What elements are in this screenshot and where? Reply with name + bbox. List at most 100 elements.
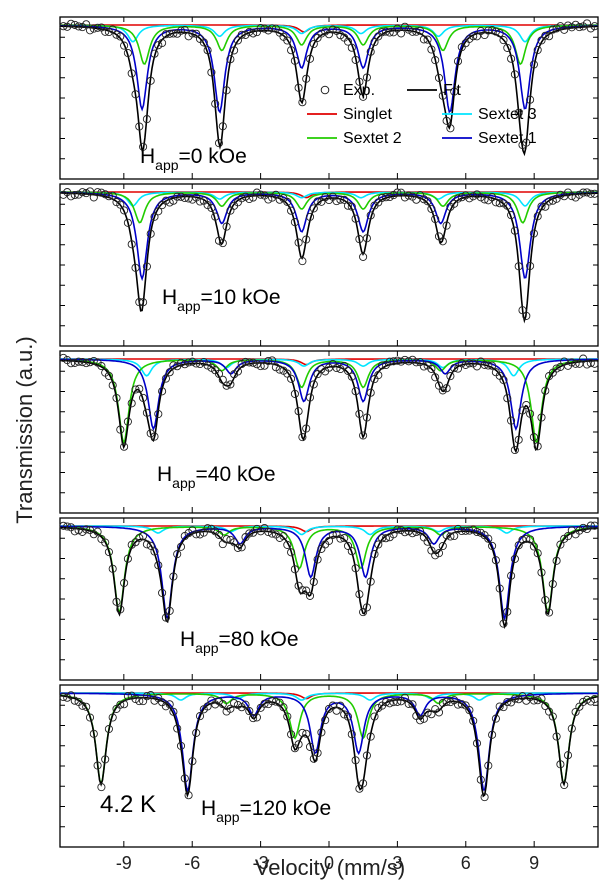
series-sextet-3-line xyxy=(59,525,598,536)
field-label-main: H xyxy=(162,286,177,309)
exp-data-point xyxy=(101,190,110,199)
exp-data-point xyxy=(480,195,489,204)
legend: Exp. Fit Singlet Sextet 3 Sextet 2 Sextet 1 xyxy=(307,82,537,147)
exp-data-point xyxy=(230,46,239,55)
exp-data-point xyxy=(195,530,205,539)
exp-data-point xyxy=(275,365,284,374)
exp-data-point xyxy=(218,239,227,248)
exp-data-point xyxy=(446,698,455,707)
exp-data-point xyxy=(222,222,231,231)
exp-data-point xyxy=(389,698,398,707)
exp-data-point xyxy=(495,702,504,711)
exp-data-point xyxy=(582,188,592,197)
exp-data-point xyxy=(499,703,508,712)
exp-data-point xyxy=(472,32,482,41)
exp-data-point xyxy=(218,700,227,709)
exp-data-point xyxy=(108,564,117,573)
exp-data-point xyxy=(393,525,402,534)
field-label-value: =40 kOe xyxy=(196,463,276,486)
field-label-subscript: app xyxy=(195,640,219,656)
exp-data-point xyxy=(567,724,576,733)
exp-data-point xyxy=(438,91,447,100)
exp-data-point xyxy=(507,571,516,580)
exp-data-point xyxy=(150,49,159,58)
exp-data-point xyxy=(332,197,341,206)
exp-data-point xyxy=(298,257,307,266)
exp-data-point xyxy=(165,700,174,709)
exp-data-point xyxy=(195,359,205,369)
exp-data-point xyxy=(427,364,436,373)
legend-label: Exp. xyxy=(343,82,375,99)
exp-data-point xyxy=(469,192,478,201)
exp-data-point xyxy=(545,608,554,617)
series-sextet-1-line xyxy=(59,191,598,282)
exp-data-point xyxy=(552,732,561,741)
exp-data-point xyxy=(226,380,235,389)
exp-data-point xyxy=(450,87,459,96)
exp-data-point xyxy=(431,373,440,382)
exp-data-point xyxy=(237,359,246,369)
field-label-subscript: app xyxy=(177,298,201,314)
series-sextet-1-line xyxy=(60,525,599,621)
exp-data-point xyxy=(514,541,523,550)
exp-data-point xyxy=(503,43,512,52)
field-label-main: H xyxy=(180,628,195,651)
exp-data-point xyxy=(184,194,193,203)
exp-data-point xyxy=(423,35,432,44)
exp-data-point xyxy=(355,590,364,599)
exp-data-point xyxy=(537,202,546,211)
exp-data-point xyxy=(89,193,98,202)
exp-data-point xyxy=(434,73,444,82)
exp-data-point xyxy=(222,86,231,95)
exp-data-point xyxy=(226,704,235,713)
exp-data-point xyxy=(298,728,307,737)
exp-data-point xyxy=(195,712,205,721)
exp-data-point xyxy=(400,528,409,537)
exp-data-point xyxy=(590,521,599,530)
exp-data-point xyxy=(146,541,155,550)
exp-data-point xyxy=(514,108,523,117)
exp-data-point xyxy=(70,358,79,367)
exp-data-point xyxy=(97,361,106,371)
exp-data-point xyxy=(503,607,512,616)
exp-data-point xyxy=(522,534,531,544)
panel-2: Happ=10 kOe xyxy=(59,183,599,347)
exp-data-point xyxy=(453,524,463,533)
exp-data-point xyxy=(59,692,68,702)
exp-data-point xyxy=(404,357,413,366)
exp-data-point xyxy=(317,29,326,38)
exp-data-point xyxy=(85,26,95,35)
exp-data-point xyxy=(135,697,144,706)
exp-data-point xyxy=(442,116,451,125)
exp-data-point xyxy=(503,201,512,210)
series-sextet-3-line xyxy=(60,358,598,377)
exp-data-point xyxy=(355,784,364,793)
legend-label: Singlet xyxy=(343,106,392,123)
exp-data-point xyxy=(298,433,307,442)
exp-data-point xyxy=(385,699,394,708)
exp-data-point xyxy=(290,565,299,574)
field-label-value: =10 kOe xyxy=(201,286,281,309)
field-label-subscript: app xyxy=(216,809,240,825)
exp-data-point xyxy=(131,385,140,394)
exp-data-point xyxy=(116,425,125,434)
exp-data-point xyxy=(362,413,371,422)
exp-data-point xyxy=(78,188,87,197)
exp-data-point xyxy=(537,694,546,703)
exp-data-point xyxy=(275,195,284,204)
legend-label: Sextet 1 xyxy=(478,130,537,147)
panel-5: Happ=120 kOe xyxy=(59,684,599,848)
exp-data-point xyxy=(309,39,318,49)
exp-data-point xyxy=(476,775,485,784)
exp-data-point xyxy=(374,540,383,549)
exp-data-point xyxy=(313,555,322,564)
exp-data-point xyxy=(214,530,224,539)
exp-data-point xyxy=(309,204,318,213)
exp-data-point xyxy=(302,586,311,595)
exp-data-point xyxy=(522,138,531,147)
exp-data-point xyxy=(108,713,117,722)
panel-field-label: Happ=120 kOe xyxy=(201,797,331,825)
exp-data-point xyxy=(412,527,421,537)
exp-data-point xyxy=(66,19,76,28)
exp-data-point xyxy=(529,60,538,69)
